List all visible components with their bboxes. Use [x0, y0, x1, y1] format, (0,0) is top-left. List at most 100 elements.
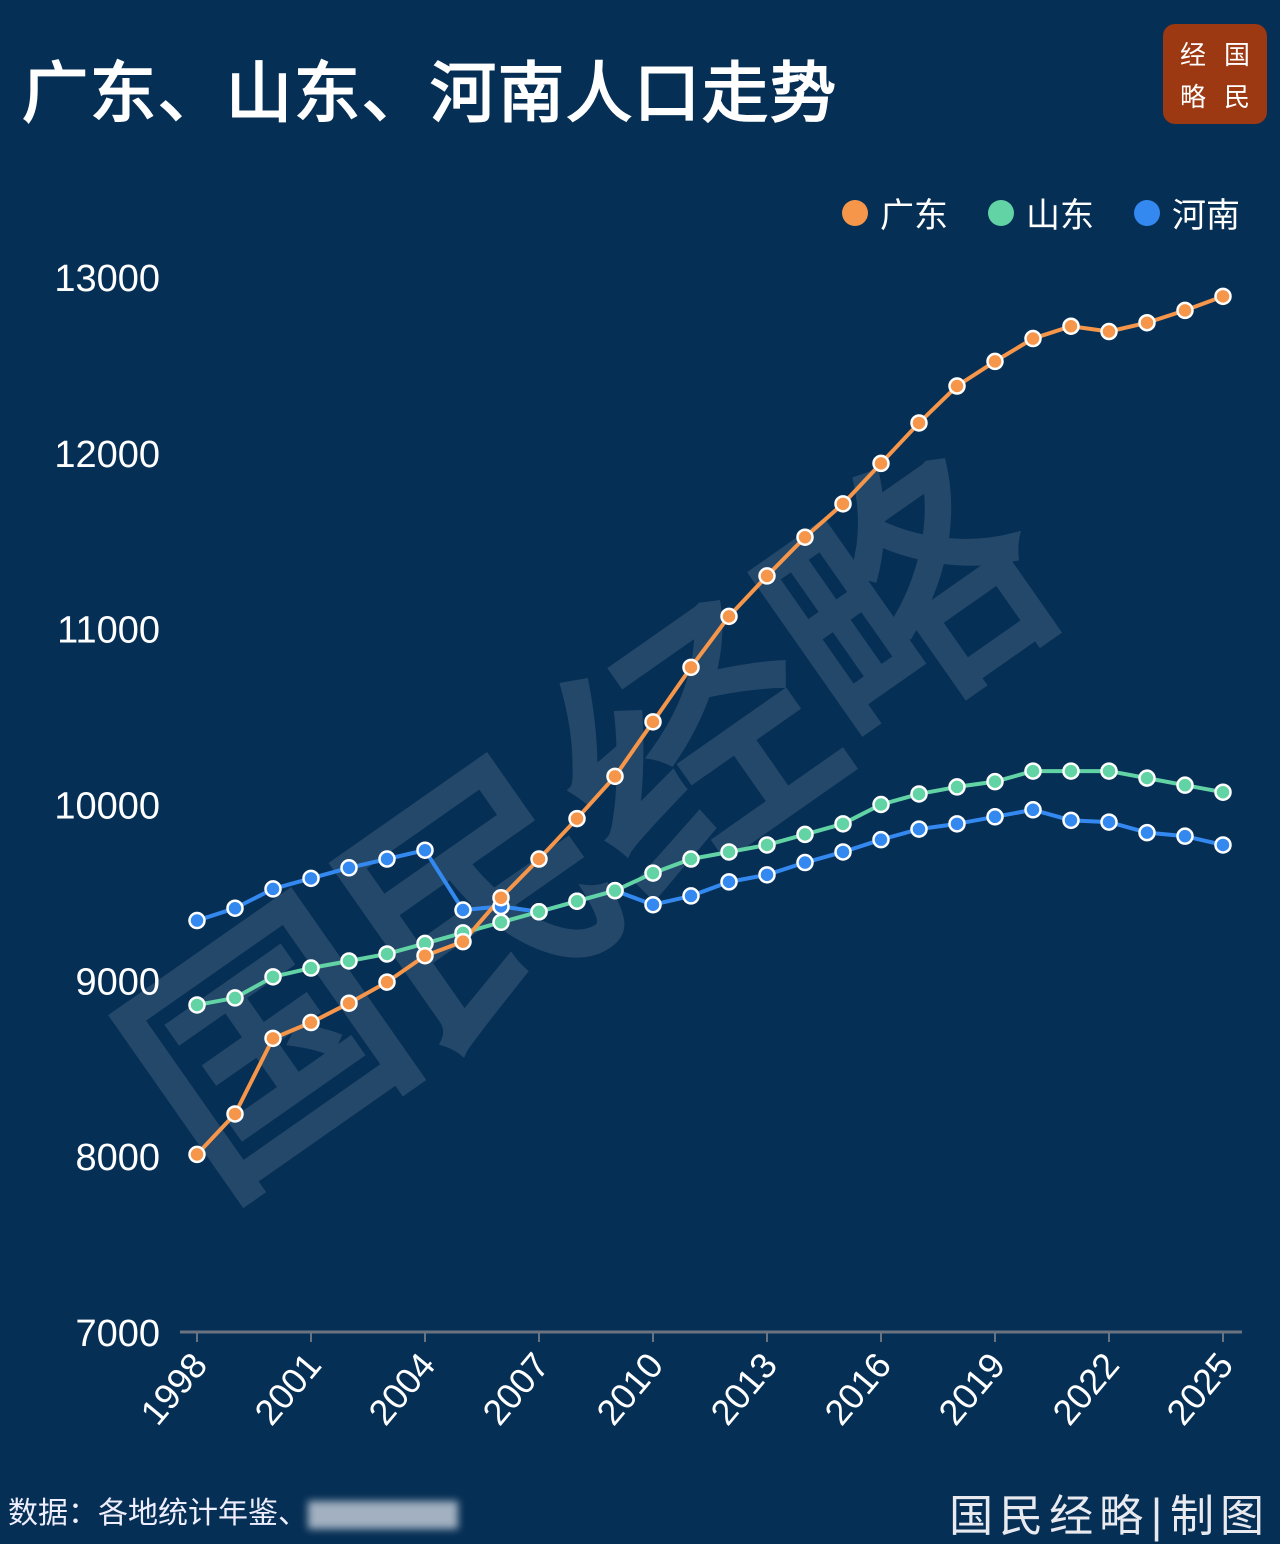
y-tick-label: 12000 [54, 434, 160, 476]
data-point[interactable] [1214, 783, 1232, 801]
data-point[interactable] [796, 825, 814, 844]
data-point[interactable] [1062, 811, 1080, 830]
data-point[interactable] [302, 959, 320, 977]
data-point[interactable] [1176, 827, 1194, 845]
data-point[interactable] [682, 850, 700, 868]
data-point[interactable] [796, 528, 814, 546]
data-point[interactable] [1100, 762, 1118, 780]
logo-char: 国 [1223, 40, 1250, 71]
data-point[interactable] [910, 414, 928, 432]
data-point[interactable] [948, 778, 966, 796]
data-point[interactable] [454, 932, 472, 951]
data-point[interactable] [1024, 801, 1042, 819]
data-point[interactable] [910, 785, 928, 803]
data-point[interactable] [226, 989, 244, 1007]
x-tick-label: 2016 [816, 1345, 899, 1433]
data-point[interactable] [264, 1029, 282, 1048]
data-point[interactable] [986, 772, 1004, 791]
y-tick-label: 9000 [75, 961, 160, 1003]
data-point[interactable] [606, 767, 624, 786]
data-point[interactable] [758, 866, 776, 884]
data-point[interactable] [872, 454, 890, 473]
series-line [195, 294, 1224, 1156]
data-point[interactable] [1176, 301, 1194, 320]
data-point[interactable] [644, 713, 662, 731]
data-point[interactable] [872, 795, 890, 814]
data-point[interactable] [1214, 836, 1232, 854]
data-point[interactable] [454, 901, 472, 919]
data-point[interactable] [226, 1105, 244, 1123]
data-point[interactable] [1024, 762, 1042, 780]
data-point[interactable] [1024, 329, 1042, 348]
data-point[interactable] [948, 815, 966, 833]
data-point[interactable] [416, 946, 434, 965]
data-point[interactable] [378, 850, 396, 868]
data-point[interactable] [568, 809, 586, 828]
data-point[interactable] [264, 880, 282, 898]
x-tick-label: 2013 [702, 1345, 785, 1433]
data-point[interactable] [834, 843, 852, 861]
data-point[interactable] [1062, 762, 1080, 780]
data-point[interactable] [682, 658, 700, 677]
data-point[interactable] [1138, 769, 1156, 787]
x-tick-label: 2004 [360, 1345, 443, 1433]
data-point[interactable] [986, 808, 1004, 826]
data-point[interactable] [1100, 813, 1118, 831]
data-point[interactable] [378, 945, 396, 963]
data-point[interactable] [340, 859, 358, 877]
legend-item-guangdong[interactable]: 广东 [842, 188, 948, 237]
data-point[interactable] [606, 881, 624, 900]
data-point[interactable] [492, 888, 510, 907]
data-point[interactable] [188, 996, 206, 1014]
data-point[interactable] [378, 973, 396, 991]
y-tick-label: 10000 [54, 786, 160, 828]
data-point[interactable] [758, 836, 776, 854]
data-point[interactable] [682, 887, 700, 905]
data-point[interactable] [1138, 823, 1156, 842]
logo-char: 民 [1223, 82, 1250, 113]
data-point[interactable] [1100, 322, 1118, 341]
data-point[interactable] [720, 873, 738, 891]
data-point[interactable] [834, 495, 852, 513]
data-point[interactable] [226, 899, 244, 917]
data-point[interactable] [302, 1013, 320, 1032]
data-point[interactable] [1176, 776, 1194, 794]
x-tick-label: 2019 [930, 1345, 1013, 1433]
data-point[interactable] [302, 869, 320, 888]
data-point[interactable] [416, 841, 434, 859]
data-point[interactable] [720, 607, 738, 626]
data-point[interactable] [986, 352, 1004, 371]
data-point[interactable] [796, 853, 814, 872]
data-point[interactable] [530, 903, 548, 921]
x-tick-label: 2025 [1158, 1345, 1241, 1433]
data-point[interactable] [644, 895, 662, 914]
y-tick-label: 11000 [57, 610, 160, 652]
data-point[interactable] [834, 815, 852, 833]
credit: 国民经略|制图 [949, 1491, 1270, 1542]
data-point[interactable] [340, 994, 358, 1012]
data-point[interactable] [188, 1145, 206, 1164]
data-point[interactable] [948, 377, 966, 395]
data-point[interactable] [910, 820, 928, 838]
data-point[interactable] [264, 968, 282, 986]
data-point[interactable] [568, 892, 586, 910]
data-point[interactable] [644, 864, 662, 882]
blurred-text [308, 1500, 458, 1529]
data-point[interactable] [530, 850, 548, 868]
data-point[interactable] [492, 913, 510, 932]
data-point[interactable] [188, 911, 206, 930]
source-label: 数据：各地统计年鉴、 [8, 1496, 308, 1531]
data-point[interactable] [720, 843, 738, 861]
y-tick-label: 8000 [75, 1137, 160, 1179]
data-point[interactable] [340, 952, 358, 970]
logo-char: 略 [1179, 82, 1206, 113]
data-point[interactable] [1138, 313, 1156, 332]
x-tick-label: 1998 [132, 1345, 215, 1433]
legend-item-henan[interactable]: 河南 [1134, 188, 1240, 237]
data-point[interactable] [872, 830, 890, 849]
data-point[interactable] [1214, 287, 1232, 306]
data-point[interactable] [1062, 317, 1080, 335]
legend-item-shandong[interactable]: 山东 [988, 188, 1094, 237]
legend-label: 山东 [1026, 196, 1094, 236]
data-point[interactable] [758, 567, 776, 585]
